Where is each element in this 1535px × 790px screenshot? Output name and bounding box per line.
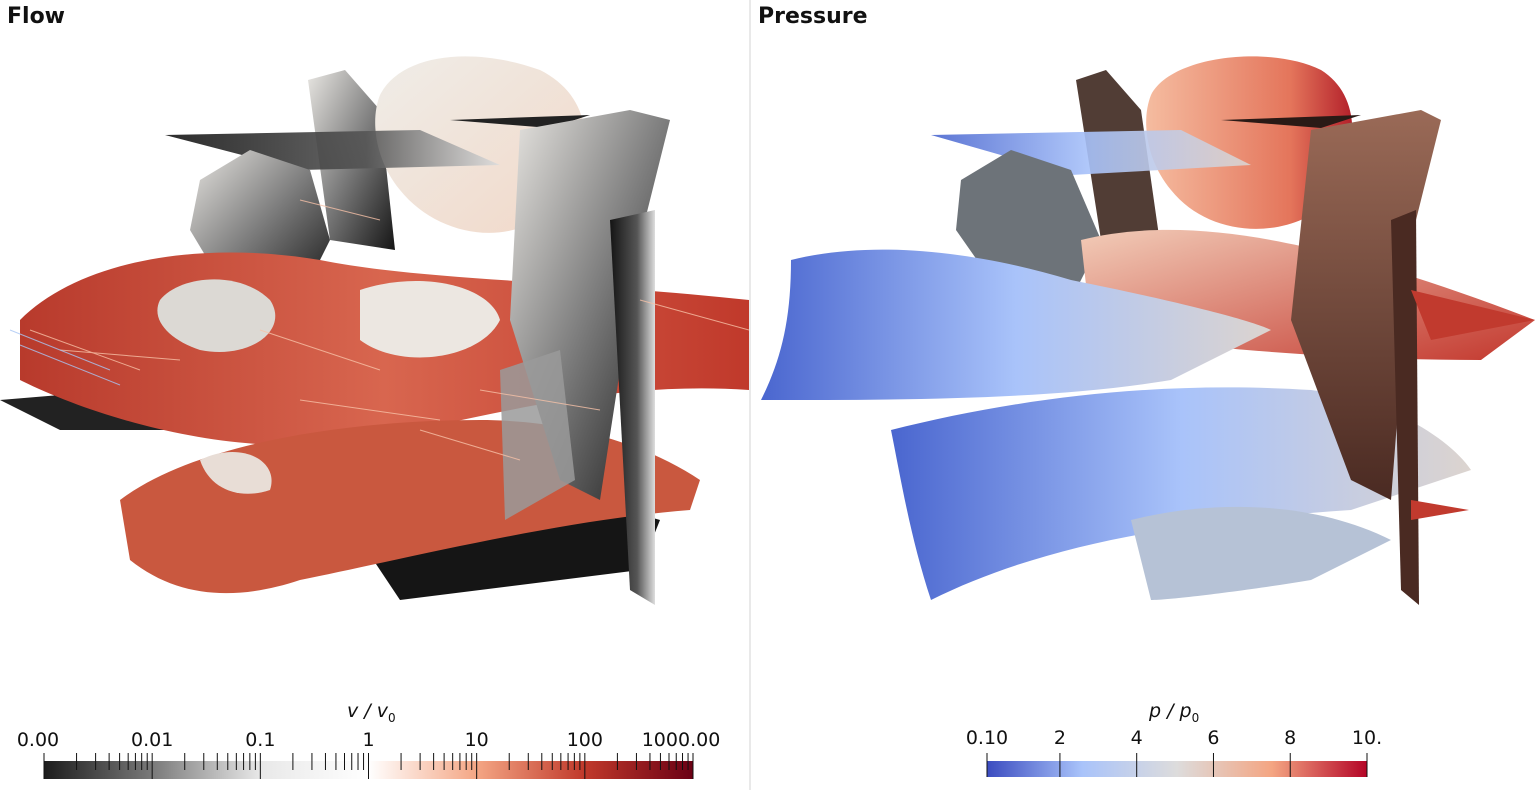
colorbar-tick-label: 6 [1207, 727, 1220, 749]
panel-title-pressure: Pressure [758, 4, 868, 29]
colorbar-title-flow: v / v0 [347, 700, 396, 725]
pressure-3d-view[interactable] [751, 0, 1535, 790]
pressure-surface [1411, 500, 1469, 520]
pressure-panel[interactable]: Pressure p / p0 0.10 2 4 6 8 10. [751, 0, 1535, 790]
flow-vectors-slow [9, 329, 121, 386]
colorbar-tick-label: 0.10 [965, 727, 1009, 749]
pressure-surface [931, 130, 1251, 175]
pressure-surface [1291, 110, 1441, 500]
pressure-surface [1131, 506, 1391, 600]
colorbar-tick-label: 10 [464, 729, 489, 751]
colorbar-title-pressure: p / p0 [1149, 700, 1200, 725]
flow-panel[interactable]: Flow v / v0 0.00 0.01 0.1 1 10 100 1000.00 [0, 0, 749, 790]
flow-surface [360, 281, 500, 358]
pressure-surface [891, 387, 1471, 600]
colorbar-tick-label: 10. [1351, 727, 1383, 749]
panel-divider [749, 0, 751, 790]
colorbar-tick-label: 1 [362, 729, 375, 751]
flow-surface [610, 210, 655, 605]
pressure-surface [1146, 56, 1353, 229]
colorbar-tick-label: 100 [566, 729, 603, 751]
colorbar-tick-label: 0.01 [131, 729, 174, 751]
panel-title-flow: Flow [7, 4, 66, 29]
flow-3d-view[interactable] [0, 0, 749, 790]
colorbar-tick-label: 2 [1053, 727, 1066, 749]
flow-vectors [29, 199, 749, 461]
flow-surface [500, 350, 575, 520]
pressure-surface [761, 249, 1271, 400]
pressure-surface [1411, 290, 1535, 340]
colorbar-tick-label: 8 [1284, 727, 1297, 749]
colorbar-tick-label: 4 [1130, 727, 1143, 749]
pressure-surface [1221, 115, 1361, 128]
colorbar-tick-label: 1000.00 [641, 729, 721, 751]
flow-surface [157, 279, 276, 352]
flow-surface [200, 451, 272, 494]
flow-surface [165, 130, 500, 170]
colorbar-tick-label: 0.00 [16, 729, 60, 751]
colorbar-tick-label: 0.1 [245, 729, 276, 751]
